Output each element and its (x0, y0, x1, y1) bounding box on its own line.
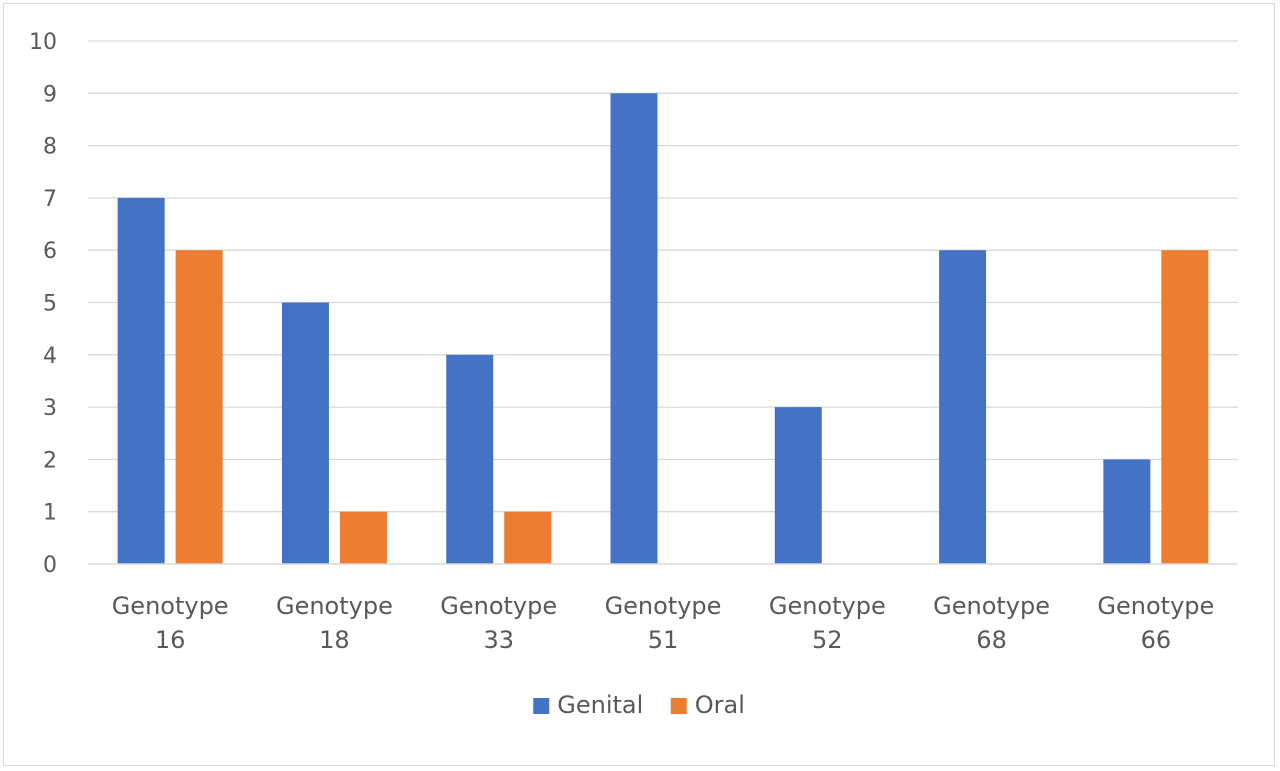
x-category-label: Genotype 51 (605, 592, 722, 654)
bar-genital-genotype-68 (939, 250, 987, 564)
x-category-label-line: 52 (812, 626, 843, 654)
y-tick-label: 7 (43, 187, 57, 212)
y-tick-label: 8 (43, 135, 57, 160)
x-category-label-line: 33 (483, 626, 514, 654)
y-axis-ticks: 0 1 2 3 4 5 6 7 8 9 10 (29, 30, 57, 578)
x-category-label-line: 66 (1141, 626, 1172, 654)
x-category-label-line: 68 (976, 626, 1007, 654)
x-category-label: Genotype 18 (276, 592, 393, 654)
bar-genital-genotype-66 (1103, 459, 1151, 564)
x-category-label-line: 51 (648, 626, 679, 654)
legend: Genital Oral (533, 691, 745, 719)
legend-swatch-oral (670, 698, 687, 714)
x-category-label-line: Genotype (1097, 592, 1214, 620)
x-axis-labels: Genotype 16 Genotype 18 Genotype 33 Genotype 51… (112, 592, 1215, 654)
x-category-label: Genotype 52 (769, 592, 886, 654)
x-category-label: Genotype 68 (933, 592, 1050, 654)
x-category-label: Genotype 33 (440, 592, 557, 654)
bar-oral-genotype-33 (504, 511, 552, 564)
y-tick-label: 1 (43, 501, 57, 526)
legend-swatch-genital (533, 698, 550, 714)
bar-genital-genotype-16 (117, 197, 165, 564)
x-category-label-line: 18 (319, 626, 350, 654)
bar-genital-genotype-33 (446, 354, 494, 564)
bar-genital-genotype-52 (774, 407, 822, 564)
x-category-label: Genotype 66 (1097, 592, 1214, 654)
x-category-label: Genotype 16 (112, 592, 229, 654)
bar-oral-genotype-18 (339, 511, 387, 564)
legend-label-oral: Oral (695, 691, 745, 719)
y-tick-label: 3 (43, 396, 57, 421)
x-category-label-line: Genotype (440, 592, 557, 620)
y-tick-label: 0 (43, 553, 57, 578)
x-category-label-line: 16 (155, 626, 186, 654)
x-category-label-line: Genotype (276, 592, 393, 620)
y-tick-label: 9 (43, 82, 57, 107)
y-tick-label: 10 (29, 30, 57, 55)
y-tick-label: 6 (43, 239, 57, 264)
bar-genital-genotype-51 (610, 93, 658, 565)
x-category-label-line: Genotype (112, 592, 229, 620)
bars (117, 93, 1209, 565)
bar-oral-genotype-16 (175, 250, 223, 564)
gridlines (88, 40, 1238, 513)
x-category-label-line: Genotype (605, 592, 722, 620)
bar-oral-genotype-66 (1161, 250, 1209, 564)
bar-genital-genotype-18 (281, 302, 329, 564)
x-category-label-line: Genotype (933, 592, 1050, 620)
y-tick-label: 5 (43, 292, 57, 317)
x-category-label-line: Genotype (769, 592, 886, 620)
y-tick-label: 2 (43, 448, 57, 473)
y-tick-label: 4 (43, 344, 57, 369)
legend-label-genital: Genital (557, 691, 643, 719)
